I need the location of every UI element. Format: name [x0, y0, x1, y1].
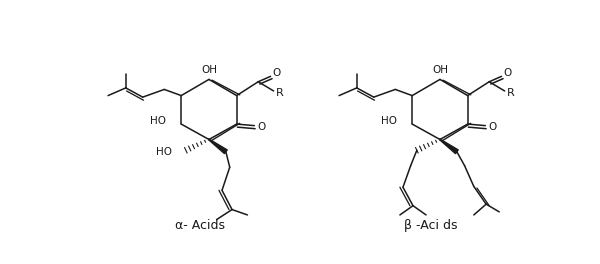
Text: O: O — [503, 68, 512, 78]
Text: O: O — [272, 68, 281, 78]
Text: HO: HO — [381, 116, 397, 126]
Text: OH: OH — [432, 65, 448, 75]
Polygon shape — [209, 139, 227, 154]
Text: R: R — [276, 87, 284, 97]
Text: α- Acids: α- Acids — [175, 219, 224, 232]
Text: HO: HO — [150, 116, 166, 126]
Text: HO: HO — [156, 147, 172, 157]
Text: O: O — [488, 122, 496, 132]
Text: β -Aci ds: β -Aci ds — [404, 219, 457, 232]
Text: R: R — [507, 87, 515, 97]
Text: OH: OH — [201, 65, 217, 75]
Polygon shape — [440, 139, 458, 154]
Text: O: O — [257, 122, 265, 132]
